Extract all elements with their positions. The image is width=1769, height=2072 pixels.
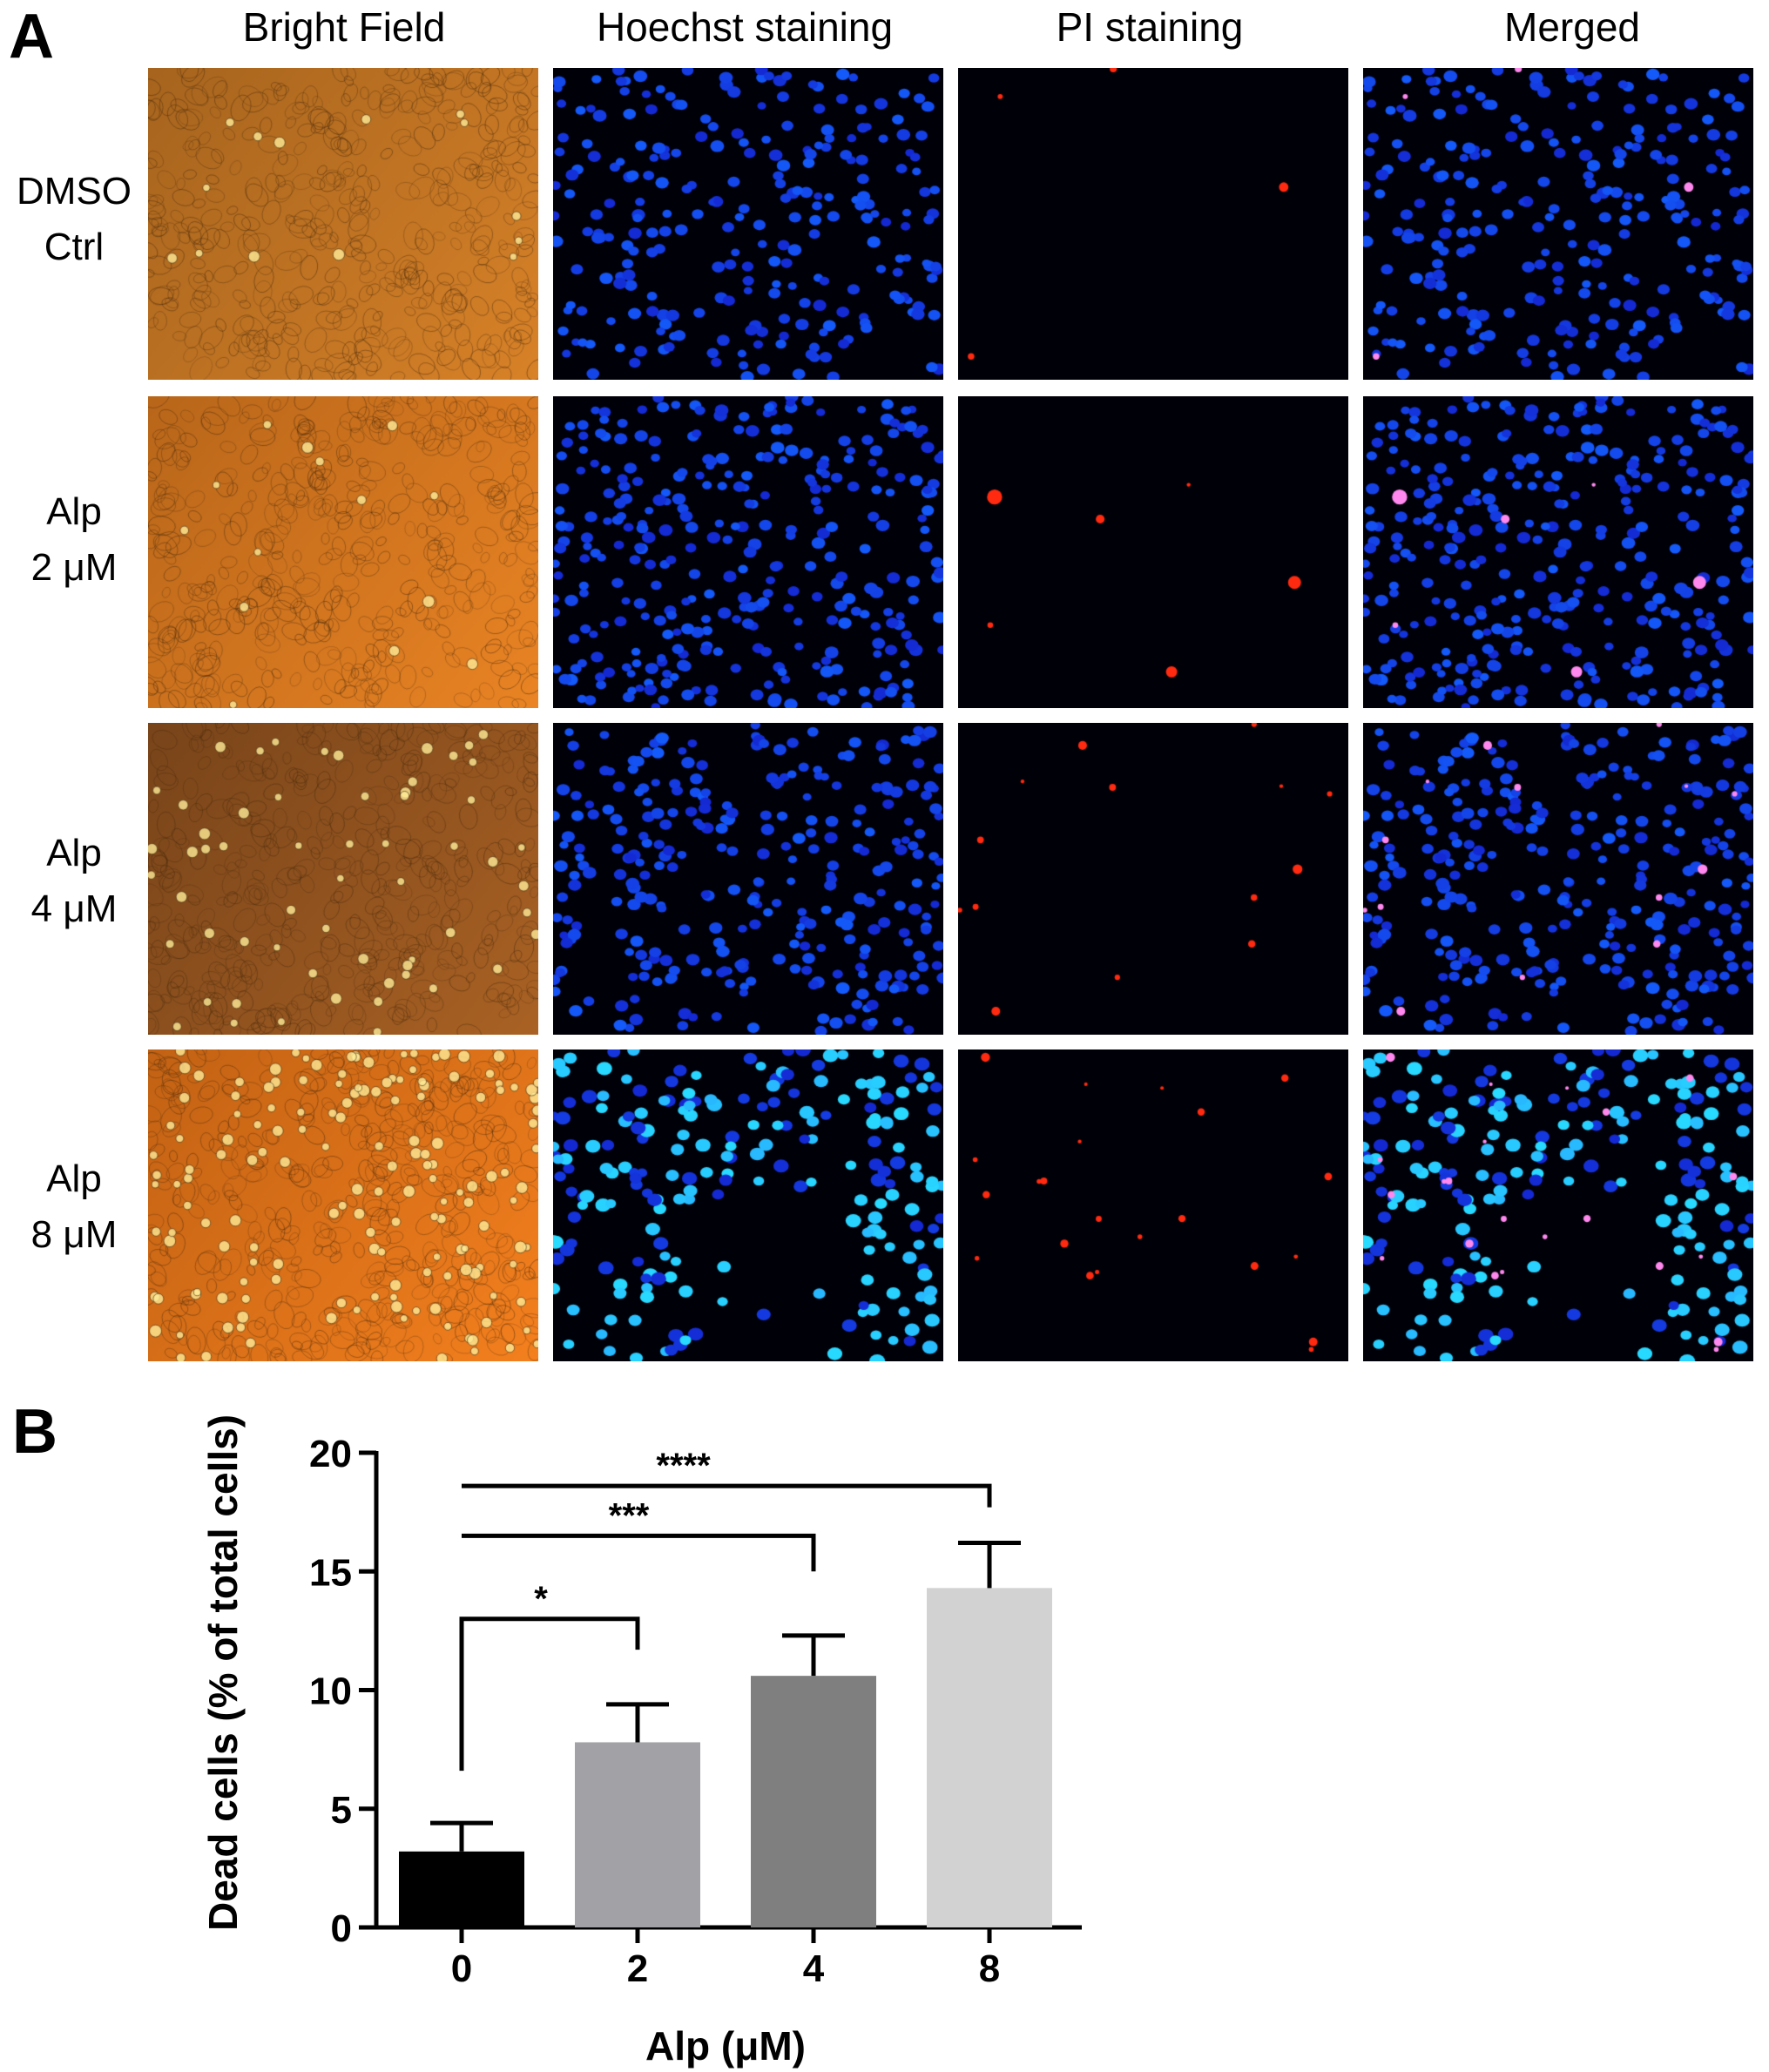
bar-8 [927,1588,1052,1927]
y-tick-label: 5 [331,1789,352,1832]
y-tick-label: 15 [309,1551,352,1594]
row-label-line1: DMSO [17,170,132,213]
row-label-line1: Alp [46,832,102,874]
y-tick-label: 0 [331,1907,352,1950]
bar-4 [751,1676,876,1927]
y-tick-label: 20 [309,1433,352,1475]
micrograph-bright-field-dmso-ctrl [148,68,538,380]
column-header-hoechst: Hoechst staining [596,4,894,50]
significance-label-2: * [534,1580,548,1618]
x-tick-label: 2 [627,1947,648,1990]
x-tick-label: 4 [803,1947,825,1990]
row-label-alp-8: Alp 8 μM [0,1151,148,1263]
row-label-line2: 4 μM [30,888,118,930]
row-label-line2: 2 μM [30,546,118,589]
significance-bracket-8 [462,1483,992,1508]
micrograph-hoechst-alp-4 [553,723,943,1035]
x-tick-label: 0 [451,1947,472,1990]
micrograph-merged-alp-8 [1363,1049,1753,1361]
row-label-dmso-ctrl: DMSO Ctrl [0,164,148,275]
micrograph-pi-alp-4 [958,723,1348,1035]
x-tick-label: 8 [979,1947,1000,1990]
micrograph-hoechst-alp-2 [553,396,943,708]
micrograph-bright-field-alp-4 [148,723,538,1035]
column-header-merged: Merged [1504,4,1640,50]
y-axis-label: Dead cells (% of total cells) [200,1414,246,1931]
significance-bracket-4 [462,1533,816,1572]
micrograph-pi-dmso-ctrl [958,68,1348,380]
row-label-alp-4: Alp 4 μM [0,826,148,937]
row-label-alp-2: Alp 2 μM [0,484,148,596]
significance-label-4: *** [609,1496,650,1535]
y-tick-label: 10 [309,1670,352,1713]
micrograph-pi-alp-8 [958,1049,1348,1361]
row-label-line1: Alp [46,1157,102,1200]
panel-a-letter: A [9,2,54,71]
micrograph-merged-dmso-ctrl [1363,68,1753,380]
micrograph-bright-field-alp-8 [148,1049,538,1361]
x-axis-label: Alp (μM) [645,2023,806,2069]
significance-bracket-2 [459,1616,640,1772]
micrograph-hoechst-alp-8 [553,1049,943,1361]
significance-label-8: **** [656,1447,711,1485]
micrograph-pi-alp-2 [958,396,1348,708]
row-label-line2: 8 μM [30,1213,118,1256]
bar-0 [399,1851,524,1927]
dead-cells-bar-chart: Dead cells (% of total cells) Alp (μM) 0… [200,1414,1082,2069]
bar-2 [575,1742,700,1927]
panel-b-letter: B [12,1397,57,1467]
micrograph-merged-alp-4 [1363,723,1753,1035]
row-label-line2: Ctrl [44,226,105,268]
column-header-bright-field: Bright Field [242,4,446,50]
micrograph-merged-alp-2 [1363,396,1753,708]
micrograph-hoechst-dmso-ctrl [553,68,943,380]
column-header-pi: PI staining [1056,4,1244,50]
micrograph-bright-field-alp-2 [148,396,538,708]
row-label-line1: Alp [46,490,102,533]
